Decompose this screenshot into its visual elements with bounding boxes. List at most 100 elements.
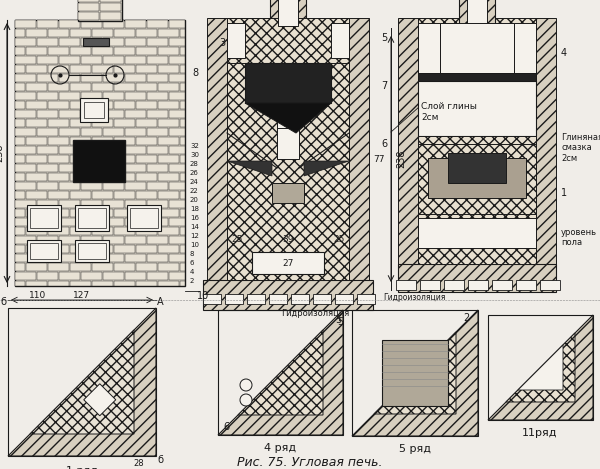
Bar bbox=[180, 191, 185, 199]
Bar bbox=[15, 173, 25, 181]
Bar bbox=[147, 20, 168, 28]
Bar bbox=[26, 227, 47, 235]
Bar bbox=[180, 155, 185, 163]
Bar bbox=[136, 119, 157, 127]
Bar bbox=[125, 56, 146, 64]
Bar bbox=[81, 272, 102, 280]
Bar bbox=[15, 146, 36, 154]
Bar bbox=[169, 254, 185, 262]
Bar bbox=[92, 65, 113, 73]
Bar bbox=[130, 208, 158, 228]
Text: 5 ряд: 5 ряд bbox=[399, 444, 431, 454]
Bar bbox=[227, 18, 349, 63]
Text: 11ряд: 11ряд bbox=[522, 428, 558, 438]
Bar bbox=[180, 119, 185, 127]
Bar bbox=[81, 182, 102, 190]
Bar bbox=[180, 47, 185, 55]
Bar bbox=[48, 101, 69, 109]
Bar bbox=[125, 110, 146, 118]
Bar bbox=[37, 74, 58, 82]
Bar bbox=[277, 18, 299, 159]
Bar bbox=[396, 280, 416, 290]
Bar bbox=[92, 155, 113, 163]
Bar bbox=[180, 83, 185, 91]
Bar bbox=[70, 65, 91, 73]
Bar bbox=[398, 264, 556, 292]
Bar bbox=[8, 308, 156, 456]
Bar bbox=[81, 164, 102, 172]
Bar bbox=[125, 164, 146, 172]
Bar bbox=[15, 137, 25, 145]
Bar bbox=[114, 47, 135, 55]
Bar bbox=[37, 164, 58, 172]
Bar bbox=[103, 146, 124, 154]
Bar bbox=[125, 146, 146, 154]
Bar bbox=[180, 29, 185, 37]
Bar bbox=[459, 0, 495, 26]
Bar bbox=[169, 218, 185, 226]
Bar bbox=[70, 173, 91, 181]
Bar bbox=[92, 173, 113, 181]
Polygon shape bbox=[84, 384, 116, 416]
Bar bbox=[48, 227, 69, 235]
Bar bbox=[70, 281, 91, 286]
Bar bbox=[207, 18, 227, 300]
Text: 7: 7 bbox=[381, 81, 387, 91]
Bar bbox=[136, 173, 157, 181]
Bar bbox=[245, 63, 331, 103]
Text: б: б bbox=[157, 455, 163, 465]
Bar bbox=[78, 243, 106, 259]
Bar bbox=[158, 155, 179, 163]
Bar bbox=[26, 209, 47, 217]
Bar bbox=[26, 245, 47, 253]
Bar bbox=[15, 218, 36, 226]
Bar bbox=[37, 254, 58, 262]
Bar bbox=[125, 20, 146, 28]
Bar bbox=[125, 272, 146, 280]
Text: 5: 5 bbox=[335, 315, 341, 325]
Bar bbox=[114, 173, 135, 181]
Text: 8: 8 bbox=[190, 251, 194, 257]
Bar bbox=[114, 83, 135, 91]
Bar bbox=[48, 65, 69, 73]
Bar bbox=[59, 200, 80, 208]
Bar bbox=[30, 243, 58, 259]
Bar bbox=[158, 137, 179, 145]
Polygon shape bbox=[518, 345, 563, 390]
Bar bbox=[78, 12, 99, 20]
Text: 39: 39 bbox=[282, 235, 294, 244]
Bar bbox=[169, 164, 185, 172]
Text: 4 ряд: 4 ряд bbox=[264, 443, 296, 453]
Text: 1 ряд: 1 ряд bbox=[66, 466, 98, 469]
Bar bbox=[103, 56, 124, 64]
Bar bbox=[169, 20, 185, 28]
Bar bbox=[147, 200, 168, 208]
Bar bbox=[335, 294, 353, 304]
Bar bbox=[169, 110, 185, 118]
Bar bbox=[158, 209, 179, 217]
Bar bbox=[48, 173, 69, 181]
Bar bbox=[252, 252, 324, 274]
Bar bbox=[147, 146, 168, 154]
Bar bbox=[125, 128, 146, 136]
Bar bbox=[428, 158, 526, 198]
Bar bbox=[218, 310, 343, 435]
Bar bbox=[100, 12, 121, 20]
Bar bbox=[158, 101, 179, 109]
Text: 12: 12 bbox=[190, 233, 199, 239]
Bar bbox=[103, 200, 124, 208]
Text: уровень
пола: уровень пола bbox=[561, 228, 597, 248]
Bar bbox=[147, 92, 168, 100]
Bar bbox=[78, 0, 99, 2]
Bar bbox=[48, 191, 69, 199]
Bar bbox=[125, 200, 146, 208]
Bar bbox=[59, 182, 80, 190]
Bar bbox=[37, 218, 58, 226]
Bar bbox=[448, 153, 506, 183]
Text: A: A bbox=[157, 297, 163, 307]
Bar bbox=[37, 272, 58, 280]
Bar bbox=[70, 119, 91, 127]
Text: Слой глины
2см: Слой глины 2см bbox=[421, 102, 477, 121]
Bar bbox=[114, 245, 135, 253]
Polygon shape bbox=[30, 330, 134, 434]
